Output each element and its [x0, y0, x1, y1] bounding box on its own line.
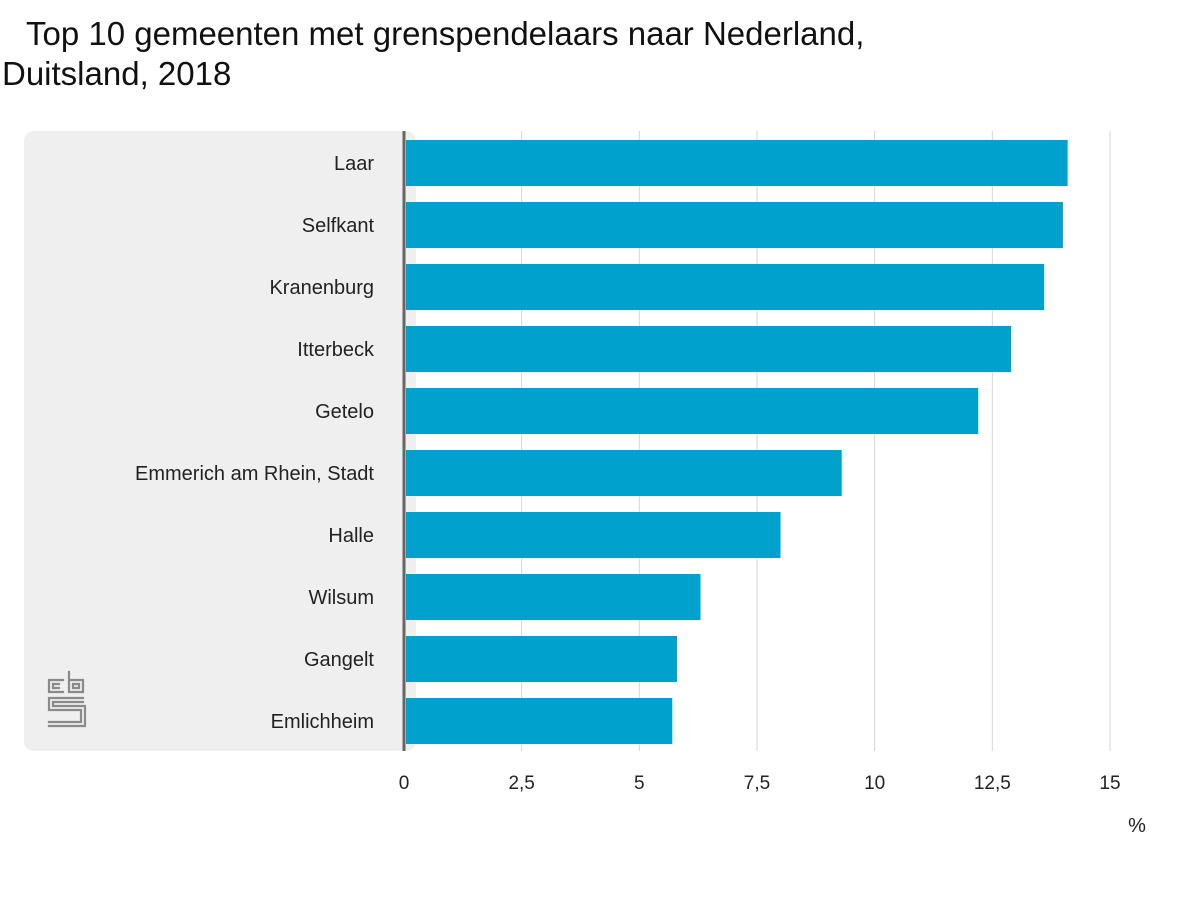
x-tick-label: 15	[1099, 773, 1120, 794]
chart-title: Top 10 gemeenten met grenspendelaars naa…	[2, 15, 865, 92]
category-label: Gangelt	[304, 649, 374, 671]
category-label: Itterbeck	[297, 339, 375, 361]
category-label: Halle	[328, 525, 374, 547]
bar[interactable]	[406, 388, 979, 434]
category-label: Emlichheim	[271, 711, 374, 733]
bar[interactable]	[406, 698, 673, 744]
x-tick-label: 10	[864, 773, 885, 794]
label-panel	[24, 131, 416, 751]
bar[interactable]	[406, 326, 1012, 372]
x-tick-label: 7,5	[744, 773, 770, 794]
category-label: Selfkant	[302, 215, 375, 237]
x-tick-label: 5	[634, 773, 645, 794]
x-tick-label: 12,5	[974, 773, 1011, 794]
category-label: Getelo	[315, 401, 374, 423]
bar[interactable]	[406, 202, 1063, 248]
cbs-logo-icon	[47, 670, 87, 728]
bar[interactable]	[406, 574, 701, 620]
category-label: Wilsum	[308, 587, 374, 609]
bar[interactable]	[406, 512, 781, 558]
x-tick-label: 2,5	[508, 773, 534, 794]
x-tick-label: 0	[399, 773, 410, 794]
bar[interactable]	[406, 636, 677, 682]
category-label: Laar	[334, 153, 374, 175]
bar[interactable]	[406, 450, 842, 496]
bar[interactable]	[406, 140, 1068, 186]
unit-label: %	[1128, 815, 1146, 837]
category-label: Kranenburg	[269, 277, 374, 299]
category-label: Emmerich am Rhein, Stadt	[135, 463, 374, 485]
bar[interactable]	[406, 264, 1045, 310]
